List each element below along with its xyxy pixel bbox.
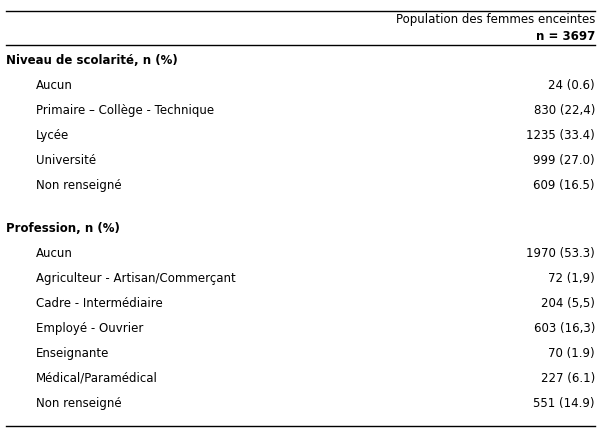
Text: 227 (6.1): 227 (6.1) [541, 372, 595, 385]
Text: Employé - Ouvrier: Employé - Ouvrier [36, 322, 144, 335]
Text: Cadre - Intermédiaire: Cadre - Intermédiaire [36, 297, 163, 310]
Text: 70 (1.9): 70 (1.9) [548, 347, 595, 360]
Text: 1970 (53.3): 1970 (53.3) [526, 247, 595, 260]
Text: Non renseigné: Non renseigné [36, 397, 121, 410]
Text: 999 (27.0): 999 (27.0) [533, 154, 595, 167]
Text: 204 (5,5): 204 (5,5) [541, 297, 595, 310]
Text: Profession, n (%): Profession, n (%) [6, 222, 120, 235]
Text: Niveau de scolarité, n (%): Niveau de scolarité, n (%) [6, 54, 178, 67]
Text: 24 (0.6): 24 (0.6) [548, 79, 595, 92]
Text: Aucun: Aucun [36, 79, 73, 92]
Text: Enseignante: Enseignante [36, 347, 109, 360]
Text: 609 (16.5): 609 (16.5) [534, 179, 595, 192]
Text: Population des femmes enceintes: Population des femmes enceintes [395, 13, 595, 26]
Text: 830 (22,4): 830 (22,4) [534, 104, 595, 117]
Text: Non renseigné: Non renseigné [36, 179, 121, 192]
Text: Primaire – Collège - Technique: Primaire – Collège - Technique [36, 104, 214, 117]
Text: Agriculteur - Artisan/Commerçant: Agriculteur - Artisan/Commerçant [36, 272, 236, 285]
Text: 551 (14.9): 551 (14.9) [534, 397, 595, 410]
Text: 72 (1,9): 72 (1,9) [548, 272, 595, 285]
Text: 1235 (33.4): 1235 (33.4) [526, 129, 595, 142]
Text: Médical/Paramédical: Médical/Paramédical [36, 372, 158, 385]
Text: Université: Université [36, 154, 96, 167]
Text: 603 (16,3): 603 (16,3) [534, 322, 595, 335]
Text: n = 3697: n = 3697 [535, 30, 595, 43]
Text: Lycée: Lycée [36, 129, 69, 142]
Text: Aucun: Aucun [36, 247, 73, 260]
